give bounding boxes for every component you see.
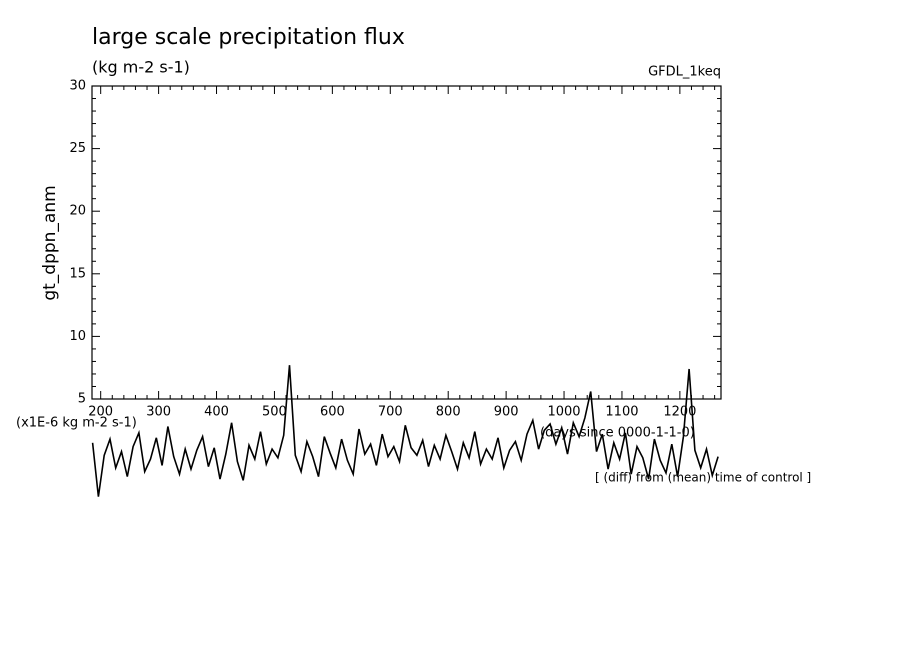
plot-frame (91, 85, 722, 400)
y-axis-label: gt_dppn_anm (40, 185, 60, 300)
x-tick-label: 200 (88, 405, 113, 420)
x-tick-label: 1000 (547, 405, 580, 420)
x-tick-label: 1100 (605, 405, 638, 420)
y-tick-label: 15 (69, 266, 86, 281)
chart-subtitle: (kg m-2 s-1) (92, 58, 190, 77)
source-label: GFDL_1keq (648, 65, 721, 80)
chart-title: large scale precipitation flux (92, 25, 405, 50)
x-tick-label: 300 (146, 405, 171, 420)
y-tick-label: 30 (69, 79, 86, 94)
x-tick-label: 700 (378, 405, 403, 420)
x-tick-label: 400 (204, 405, 229, 420)
x-tick-label: 1200 (663, 405, 696, 420)
y-tick-label: 20 (69, 204, 86, 219)
x-tick-label: 800 (436, 405, 461, 420)
annotation: [ (diff) from (mean) time of control ] (595, 471, 811, 485)
x-tick-label: 600 (320, 405, 345, 420)
data-line (91, 365, 719, 497)
units-label: (x1E-6 kg m-2 s-1) (16, 416, 137, 431)
y-tick-label: 5 (78, 392, 86, 407)
x-tick-label: 900 (494, 405, 519, 420)
y-tick-label: 10 (69, 329, 86, 344)
y-tick-label: 25 (69, 141, 86, 156)
x-tick-label: 500 (262, 405, 287, 420)
